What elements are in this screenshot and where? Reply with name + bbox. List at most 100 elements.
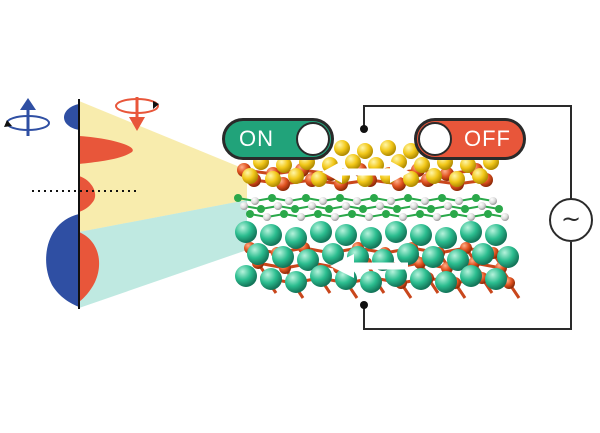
bottom-teal-atom xyxy=(385,265,407,287)
graphene-atom xyxy=(234,194,242,202)
lower-light-beam xyxy=(79,200,247,308)
profile-lobe-red-mid xyxy=(79,176,96,212)
graphene-atom xyxy=(297,213,305,221)
bottom-teal-atom xyxy=(435,271,457,293)
bottom-teal-atom xyxy=(472,243,494,265)
graphene-atom xyxy=(342,202,350,210)
graphene-atom xyxy=(410,202,418,210)
graphene-atom xyxy=(495,205,503,213)
top-yellow-atom xyxy=(472,168,488,184)
bottom-teal-atom xyxy=(460,265,482,287)
bottom-teal-atom xyxy=(397,243,419,265)
top-orange-atom xyxy=(392,177,406,191)
top-electrode-contact xyxy=(360,125,368,133)
bottom-teal-atom xyxy=(247,243,269,265)
graphene-atom xyxy=(370,194,378,202)
graphene-atom xyxy=(461,205,469,213)
profile-lobe-red-bottom xyxy=(79,232,100,302)
bottom-teal-atom xyxy=(235,221,257,243)
graphene-atom xyxy=(387,197,395,205)
graphene-atom xyxy=(416,210,424,218)
bottom-teal-atom xyxy=(410,268,432,290)
graphene-atom xyxy=(427,205,435,213)
graphene-atom xyxy=(438,194,446,202)
graphene-atom xyxy=(257,205,265,213)
on-switch-label: ON xyxy=(239,126,274,151)
top-yellow-atom xyxy=(414,157,430,173)
bottom-teal-atom xyxy=(422,246,444,268)
graphene-atom xyxy=(399,213,407,221)
top-yellow-atom xyxy=(460,157,476,173)
graphene-atom xyxy=(489,197,497,205)
graphene-atom xyxy=(348,210,356,218)
graphene-atom xyxy=(421,197,429,205)
graphene-atom xyxy=(467,213,475,221)
profile-lobe-red-top xyxy=(79,136,133,164)
bottom-teal-atom xyxy=(260,224,282,246)
ac-source-icon: ~ xyxy=(549,198,593,242)
top-yellow-atom xyxy=(345,154,361,170)
graphene-atom xyxy=(319,197,327,205)
top-yellow-atom xyxy=(449,171,465,187)
graphene-atom xyxy=(246,210,254,218)
on-switch: ON xyxy=(222,118,334,160)
top-yellow-atom xyxy=(357,143,373,159)
off-switch-knob xyxy=(418,122,452,156)
graphene-atom xyxy=(325,205,333,213)
bottom-teal-atom xyxy=(360,227,382,249)
bottom-teal-atom xyxy=(310,221,332,243)
graphene-atom xyxy=(433,213,441,221)
graphene-atom xyxy=(331,213,339,221)
bottom-electrode-contact xyxy=(360,301,368,309)
graphene-atom xyxy=(382,210,390,218)
top-yellow-atom xyxy=(311,171,327,187)
graphene-atom xyxy=(268,194,276,202)
graphene-atom xyxy=(444,202,452,210)
graphene-atom xyxy=(291,205,299,213)
top-yellow-atom xyxy=(242,168,258,184)
bottom-teal-atom xyxy=(310,265,332,287)
top-yellow-atom xyxy=(265,171,281,187)
graphene-atom xyxy=(404,194,412,202)
bottom-teal-atom xyxy=(447,249,469,271)
graphene-atom xyxy=(308,202,316,210)
bottom-teal-atom xyxy=(385,221,407,243)
bottom-teal-atom xyxy=(235,265,257,287)
graphene-atom xyxy=(302,194,310,202)
graphene-atom xyxy=(263,213,271,221)
bottom-teal-atom xyxy=(460,221,482,243)
top-yellow-atom xyxy=(403,171,419,187)
circular-polarization-up-icon xyxy=(4,98,50,136)
bottom-teal-atom xyxy=(435,227,457,249)
circuit-wires xyxy=(363,105,572,330)
off-switch-label: OFF xyxy=(464,126,511,151)
top-yellow-atom xyxy=(276,157,292,173)
profile-lobe-blue-top xyxy=(63,104,79,130)
off-switch: OFF xyxy=(414,118,526,160)
upper-light-beam xyxy=(79,101,247,232)
bottom-teal-atom xyxy=(497,246,519,268)
graphene-atom xyxy=(455,197,463,205)
bottom-teal-atom xyxy=(410,224,432,246)
graphene-atom xyxy=(472,194,480,202)
top-yellow-atom xyxy=(380,140,396,156)
graphene-atom xyxy=(336,194,344,202)
bottom-layer-metal-atoms xyxy=(235,221,519,293)
bottom-teal-atom xyxy=(322,243,344,265)
graphene-atom xyxy=(240,202,248,210)
graphene-atom xyxy=(285,197,293,205)
top-yellow-atom xyxy=(426,168,442,184)
top-double-arrow-icon xyxy=(322,161,410,183)
on-switch-knob xyxy=(296,122,330,156)
graphene-atom xyxy=(274,202,282,210)
graphene-atom xyxy=(359,205,367,213)
graphene-atom xyxy=(353,197,361,205)
graphene-atom xyxy=(484,210,492,218)
graphene-atom xyxy=(393,205,401,213)
top-yellow-atom xyxy=(288,168,304,184)
bottom-teal-atom xyxy=(285,227,307,249)
graphene-atom xyxy=(251,197,259,205)
bottom-teal-atom xyxy=(485,224,507,246)
graphene-atom xyxy=(478,202,486,210)
